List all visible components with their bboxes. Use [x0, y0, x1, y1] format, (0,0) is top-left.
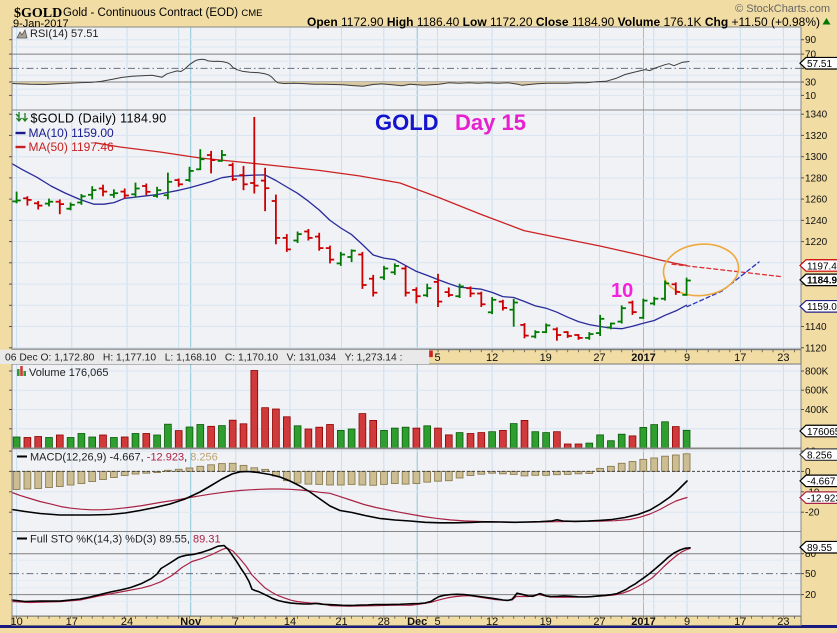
svg-text:20: 20: [805, 590, 817, 601]
svg-text:10: 10: [805, 91, 817, 102]
svg-text:24: 24: [121, 616, 133, 628]
svg-text:8.256: 8.256: [807, 450, 832, 461]
svg-text:1197.4: 1197.4: [807, 261, 837, 272]
svg-text:80: 80: [805, 549, 817, 560]
svg-text:9: 9: [684, 616, 690, 628]
svg-text:Gold - Continuous Contract (EO: Gold - Continuous Contract (EOD) CME: [63, 7, 262, 19]
svg-text:400K: 400K: [805, 405, 829, 416]
svg-text:28: 28: [378, 616, 390, 628]
svg-text:Day 15: Day 15: [455, 110, 526, 135]
svg-text:800K: 800K: [805, 367, 829, 378]
svg-text:1340: 1340: [805, 110, 828, 121]
svg-text:1159.0: 1159.0: [807, 302, 837, 313]
svg-text:1260: 1260: [805, 195, 828, 206]
svg-text:90: 90: [805, 35, 817, 46]
svg-text:600K: 600K: [805, 386, 829, 397]
svg-text:17: 17: [734, 616, 746, 628]
svg-text:-4.667: -4.667: [807, 477, 836, 488]
svg-text:10: 10: [611, 280, 633, 302]
svg-text:176065: 176065: [807, 427, 837, 438]
svg-text:1220: 1220: [805, 237, 828, 248]
svg-text:0: 0: [805, 467, 811, 478]
svg-text:7: 7: [233, 616, 239, 628]
svg-text:14: 14: [284, 616, 296, 628]
svg-text:50: 50: [805, 569, 817, 580]
svg-text:$GOLD (Daily) 1184.90: $GOLD (Daily) 1184.90: [31, 112, 167, 126]
svg-text:$GOLD: $GOLD: [14, 6, 62, 21]
svg-text:23: 23: [777, 352, 789, 364]
svg-text:1300: 1300: [805, 152, 828, 163]
svg-text:9: 9: [684, 352, 690, 364]
svg-text:1240: 1240: [805, 216, 828, 227]
svg-text:Open 1172.90 High 1186.40 Low: Open 1172.90 High 1186.40 Low 1172.20 Cl…: [307, 15, 820, 29]
svg-text:9-Jan-2017: 9-Jan-2017: [13, 18, 69, 30]
svg-text:1120: 1120: [805, 343, 827, 354]
svg-text:27: 27: [593, 616, 605, 628]
svg-text:1280: 1280: [805, 173, 828, 184]
svg-text:MACD(12,26,9) -4.667, -12.923,: MACD(12,26,9) -4.667, -12.923, 8.256: [30, 452, 218, 464]
svg-text:27: 27: [593, 352, 605, 364]
svg-text:19: 19: [540, 616, 552, 628]
svg-text:23: 23: [777, 616, 789, 628]
svg-text:Nov: Nov: [180, 616, 202, 628]
svg-text:10: 10: [10, 616, 22, 628]
svg-text:30: 30: [805, 78, 817, 89]
svg-text:Volume 176,065: Volume 176,065: [29, 367, 109, 379]
svg-text:1140: 1140: [805, 322, 827, 333]
svg-text:06 Dec O: 1,172.80 H: 1,177.: 06 Dec O: 1,172.80 H: 1,177.10 L: 1,168.…: [5, 352, 402, 363]
svg-text:19: 19: [540, 352, 552, 364]
svg-text:1184.9: 1184.9: [807, 276, 837, 287]
svg-text:-12.923: -12.923: [807, 493, 837, 504]
svg-text:© StockCharts.com: © StockCharts.com: [735, 3, 830, 15]
svg-text:2017: 2017: [631, 616, 655, 628]
svg-text:21: 21: [335, 616, 347, 628]
svg-text:RSI(14) 57.51: RSI(14) 57.51: [30, 28, 98, 40]
svg-text:1320: 1320: [805, 131, 828, 142]
svg-text:89.55: 89.55: [807, 543, 832, 554]
svg-text:-20: -20: [805, 508, 820, 519]
svg-text:12: 12: [486, 352, 498, 364]
svg-text:17: 17: [734, 352, 746, 364]
svg-text:2017: 2017: [631, 352, 655, 364]
svg-text:17: 17: [66, 616, 78, 628]
svg-text:GOLD: GOLD: [375, 110, 439, 135]
svg-text:5: 5: [434, 616, 440, 628]
svg-text:57.51: 57.51: [807, 59, 832, 70]
svg-text:MA(50) 1197.46: MA(50) 1197.46: [29, 140, 114, 154]
svg-text:12: 12: [486, 616, 498, 628]
svg-text:MA(10) 1159.00: MA(10) 1159.00: [29, 126, 114, 140]
svg-text:70: 70: [805, 50, 817, 61]
svg-text:Full STO %K(14,3) %D(3) 89.55,: Full STO %K(14,3) %D(3) 89.55, 89.31: [30, 534, 221, 546]
svg-text:5: 5: [434, 352, 440, 364]
svg-text:Dec: Dec: [407, 616, 427, 628]
